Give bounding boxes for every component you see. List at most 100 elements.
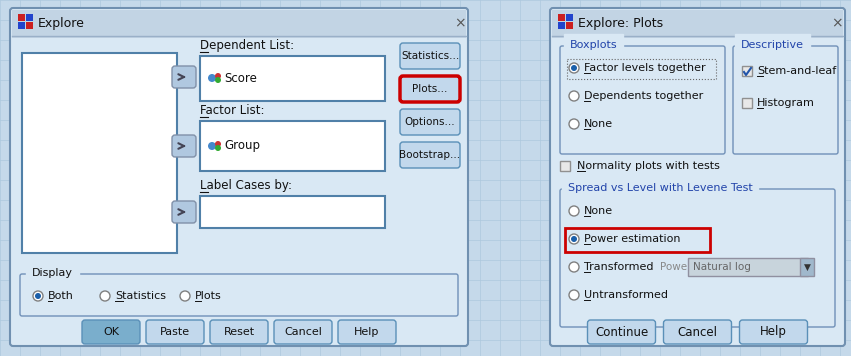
Bar: [200, 196, 385, 228]
Circle shape: [215, 73, 221, 79]
Bar: [566, 14, 573, 21]
FancyBboxPatch shape: [733, 46, 838, 154]
Circle shape: [33, 291, 43, 301]
Text: Untransformed: Untransformed: [584, 290, 668, 300]
Text: Factor List:: Factor List:: [200, 105, 265, 117]
Bar: [26, 14, 33, 21]
Text: Transformed: Transformed: [584, 262, 654, 272]
Circle shape: [569, 206, 579, 216]
Text: Natural log: Natural log: [693, 262, 751, 272]
Circle shape: [208, 74, 216, 82]
Bar: [565, 228, 710, 252]
Text: Normality plots with tests: Normality plots with tests: [577, 161, 720, 171]
FancyBboxPatch shape: [400, 109, 460, 135]
Text: Label Cases by:: Label Cases by:: [200, 179, 292, 193]
Text: Group: Group: [224, 140, 260, 152]
FancyBboxPatch shape: [587, 320, 655, 344]
Bar: [22, 53, 177, 253]
Bar: [560, 161, 570, 171]
Text: Histogram: Histogram: [757, 98, 815, 108]
Text: Options...: Options...: [405, 117, 455, 127]
Text: Factor levels together: Factor levels together: [584, 63, 705, 73]
Bar: [558, 22, 565, 29]
Circle shape: [571, 236, 577, 242]
Circle shape: [215, 77, 221, 83]
Bar: [742, 98, 752, 108]
Circle shape: [569, 234, 579, 244]
Bar: [566, 22, 573, 29]
Text: None: None: [584, 119, 613, 129]
Text: Paste: Paste: [160, 327, 190, 337]
Circle shape: [569, 91, 579, 101]
Text: Help: Help: [760, 325, 787, 339]
FancyBboxPatch shape: [550, 8, 845, 346]
Text: None: None: [584, 206, 613, 216]
Text: Power estimation: Power estimation: [584, 234, 681, 244]
Text: Plots: Plots: [195, 291, 222, 301]
Text: ×: ×: [454, 16, 465, 30]
Circle shape: [571, 65, 577, 71]
Bar: [200, 56, 385, 101]
Bar: [688, 258, 808, 276]
Bar: [12, 10, 466, 38]
Text: Help: Help: [354, 327, 380, 337]
FancyBboxPatch shape: [20, 274, 458, 316]
Circle shape: [180, 291, 190, 301]
Circle shape: [215, 145, 221, 151]
Circle shape: [569, 262, 579, 272]
Text: Dependent List:: Dependent List:: [200, 40, 294, 52]
Text: ▼: ▼: [803, 262, 810, 272]
Text: Statistics: Statistics: [115, 291, 166, 301]
FancyBboxPatch shape: [172, 135, 196, 157]
FancyBboxPatch shape: [400, 76, 460, 102]
Bar: [742, 66, 752, 76]
Text: Explore: Plots: Explore: Plots: [578, 16, 663, 30]
Text: ×: ×: [831, 16, 842, 30]
FancyBboxPatch shape: [10, 8, 468, 346]
Bar: [26, 22, 33, 29]
Circle shape: [215, 141, 221, 147]
Text: Power:: Power:: [660, 262, 695, 272]
Bar: [800, 258, 814, 276]
Text: Continue: Continue: [595, 325, 648, 339]
Circle shape: [35, 293, 41, 299]
FancyBboxPatch shape: [560, 46, 725, 154]
Text: Bootstrap...: Bootstrap...: [399, 150, 460, 160]
Circle shape: [569, 119, 579, 129]
FancyBboxPatch shape: [400, 142, 460, 168]
Text: Plots...: Plots...: [413, 84, 448, 94]
Bar: [567, 59, 716, 79]
FancyBboxPatch shape: [560, 189, 835, 327]
Text: Cancel: Cancel: [677, 325, 717, 339]
Text: Spread vs Level with Levene Test: Spread vs Level with Levene Test: [568, 183, 753, 193]
Text: Boxplots: Boxplots: [570, 40, 618, 50]
Circle shape: [569, 63, 579, 73]
FancyBboxPatch shape: [82, 320, 140, 344]
Text: Score: Score: [224, 72, 257, 84]
Text: Reset: Reset: [224, 327, 254, 337]
Text: Stem-and-leaf: Stem-and-leaf: [757, 66, 837, 76]
Bar: [558, 14, 565, 21]
Text: Both: Both: [48, 291, 74, 301]
FancyBboxPatch shape: [338, 320, 396, 344]
Circle shape: [208, 142, 216, 150]
Text: Cancel: Cancel: [284, 327, 322, 337]
Text: Descriptive: Descriptive: [741, 40, 804, 50]
Circle shape: [100, 291, 110, 301]
Text: Statistics...: Statistics...: [401, 51, 460, 61]
Bar: [18, 22, 25, 29]
FancyBboxPatch shape: [740, 320, 808, 344]
Text: OK: OK: [103, 327, 119, 337]
Text: Explore: Explore: [38, 16, 85, 30]
FancyBboxPatch shape: [274, 320, 332, 344]
FancyBboxPatch shape: [172, 201, 196, 223]
Circle shape: [569, 290, 579, 300]
FancyBboxPatch shape: [664, 320, 732, 344]
Text: Dependents together: Dependents together: [584, 91, 703, 101]
FancyBboxPatch shape: [146, 320, 204, 344]
Bar: [200, 121, 385, 171]
FancyBboxPatch shape: [400, 43, 460, 69]
Text: Display: Display: [32, 268, 73, 278]
Bar: [18, 14, 25, 21]
FancyBboxPatch shape: [172, 66, 196, 88]
